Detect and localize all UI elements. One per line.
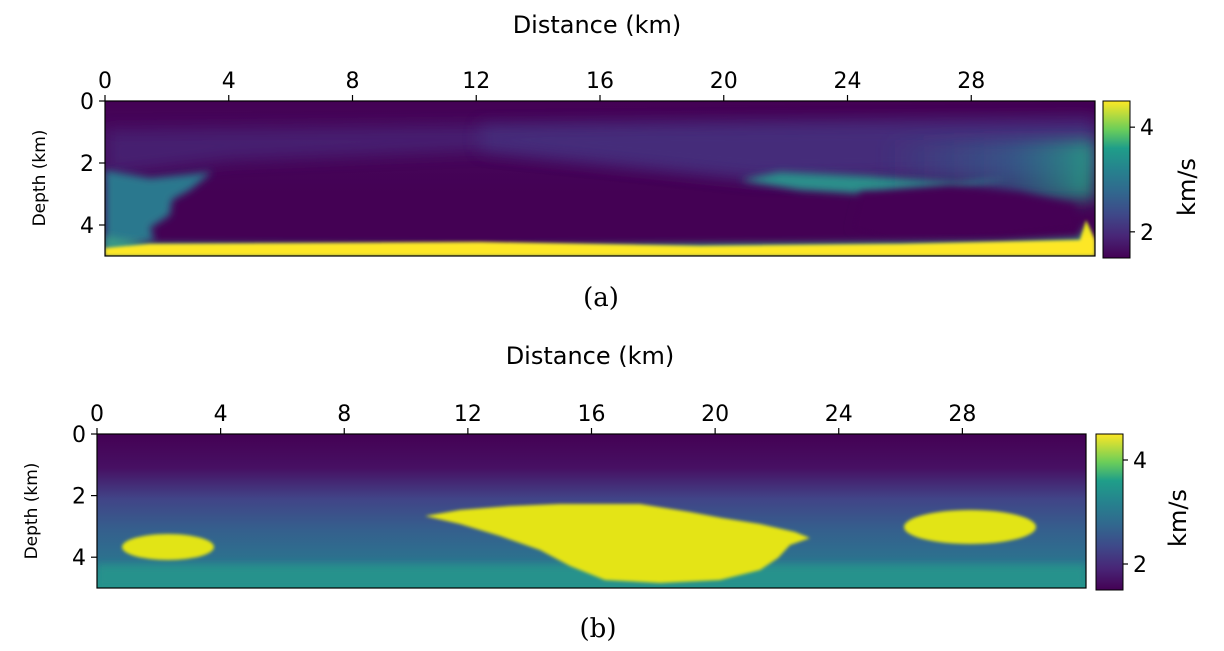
colorbar-tick-label: 4	[1140, 116, 1154, 141]
colorbar-tick-label: 4	[1133, 449, 1147, 474]
colorbar-a	[1102, 100, 1131, 259]
x-tick-label: 0	[98, 69, 112, 94]
caption-b: (b)	[580, 614, 617, 644]
colorbar-ticks-a: 24	[1130, 116, 1154, 246]
colorbar-b	[1095, 433, 1124, 591]
heatmap-a	[105, 101, 1095, 256]
x-tick-label: 16	[578, 402, 606, 427]
y-ticks-b: 0 2 4	[72, 423, 97, 571]
y-tick-label: 2	[72, 485, 86, 510]
x-tick-label: 16	[586, 69, 614, 94]
anomaly-left	[122, 534, 214, 560]
anomaly-right	[904, 510, 1036, 544]
x-axis-label-a: Distance (km)	[513, 11, 682, 39]
y-ticks-a: 0 2 4	[80, 90, 105, 239]
colorbar-tick-label: 2	[1133, 553, 1147, 578]
x-tick-label: 24	[825, 402, 853, 427]
x-tick-label: 28	[948, 402, 976, 427]
colorbar-label-a: km/s	[1173, 158, 1201, 216]
colorbar-label-b: km/s	[1164, 489, 1192, 547]
y-axis-label-b: Depth (km)	[22, 463, 42, 560]
x-tick-label: 8	[337, 402, 351, 427]
heatmap-b	[97, 434, 1086, 588]
x-tick-label: 4	[214, 402, 228, 427]
x-tick-label: 12	[462, 69, 490, 94]
x-tick-label: 12	[454, 402, 482, 427]
colorbar-ticks-b: 24	[1123, 449, 1147, 578]
x-tick-label: 20	[710, 69, 738, 94]
x-ticks-b: 0 4 8 12 16 20 24 28	[90, 402, 976, 434]
colorbar-tick-label: 2	[1140, 221, 1154, 246]
x-tick-label: 0	[90, 402, 104, 427]
y-tick-label: 4	[72, 546, 86, 571]
x-axis-label-b: Distance (km)	[506, 342, 675, 370]
x-ticks-a: 0 4 8 12 16 20 24 28	[98, 69, 985, 101]
panel-a: 0 4 8 12 16 20 24 28 024 Distance (km) Depth (k…	[30, 11, 1201, 313]
x-tick-label: 4	[222, 69, 236, 94]
y-tick-label: 0	[80, 90, 94, 115]
panel-b: 0 4 8 12 16 20 24 28 024 Distance (km) Depth (k…	[22, 342, 1192, 644]
y-axis-label-a: Depth (km)	[30, 130, 50, 227]
x-tick-label: 8	[346, 69, 360, 94]
x-tick-label: 28	[957, 69, 985, 94]
x-tick-label: 24	[834, 69, 862, 94]
y-tick-label: 4	[80, 214, 94, 239]
y-tick-label: 2	[80, 152, 94, 177]
anomaly-central	[425, 504, 810, 583]
caption-a: (a)	[583, 283, 619, 313]
x-tick-label: 20	[701, 402, 729, 427]
y-tick-label: 0	[72, 423, 86, 448]
